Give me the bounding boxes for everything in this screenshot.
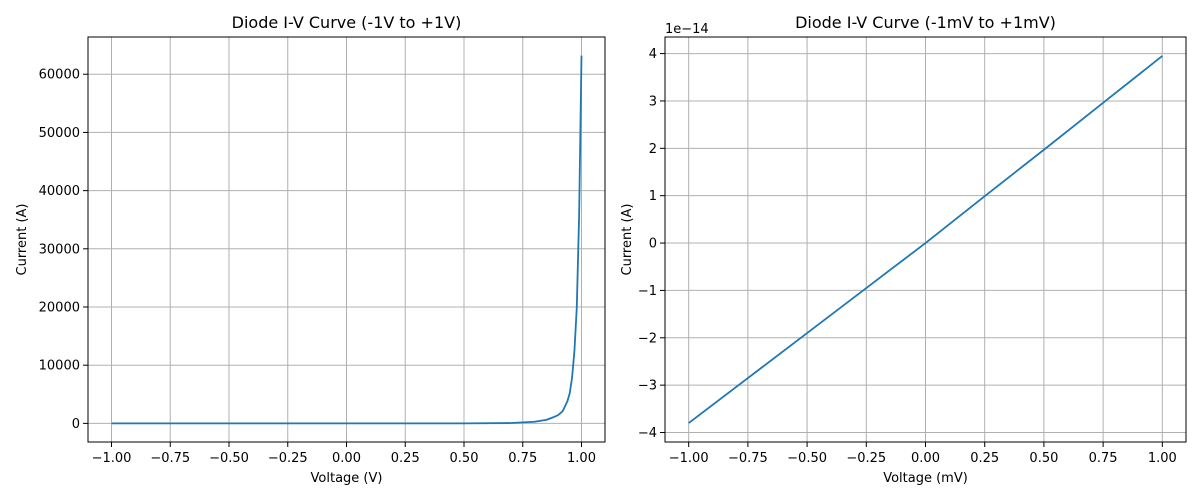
y-tick-label: 0	[72, 417, 80, 432]
x-tick-label: −0.75	[150, 451, 190, 466]
chart-title: Diode I-V Curve (-1V to +1V)	[232, 13, 462, 32]
chart-title: Diode I-V Curve (-1mV to +1mV)	[795, 13, 1056, 32]
x-tick-label: 0.50	[450, 451, 479, 466]
x-tick-label: 0.00	[911, 451, 940, 466]
y-tick-label: −3	[638, 379, 657, 394]
x-tick-label: 1.00	[567, 451, 596, 466]
chart-full-range: −1.00 −0.75 −0.50 −0.25 0.00 0.25 0.50 0.75 1.00…	[15, 13, 606, 486]
y-tick-label: −4	[638, 426, 657, 441]
y-tick-label: −2	[638, 331, 657, 346]
y-tick-label: 20000	[39, 301, 80, 316]
series-line	[111, 55, 583, 425]
x-axis-label: Voltage (mV)	[883, 471, 968, 486]
y-tick-label: 3	[649, 94, 657, 109]
x-tick-label: −0.25	[846, 451, 886, 466]
x-tick-label: 0.50	[1029, 451, 1058, 466]
y-tick-label: 50000	[39, 126, 80, 141]
x-tick-label: −0.25	[268, 451, 308, 466]
x-tick-label: 0.25	[391, 451, 420, 466]
y-tick-label: 0	[649, 237, 657, 252]
y-tick-label: 30000	[39, 242, 80, 257]
y-tick-label: 60000	[39, 68, 80, 83]
chart-millivolt-range: −1.00 −0.75 −0.50 −0.25 0.00 0.25 0.50 0.75 1.00…	[620, 13, 1187, 486]
x-tick-label: −1.00	[92, 451, 132, 466]
y-tick-label: −1	[638, 284, 657, 299]
x-tick-label: −0.50	[209, 451, 249, 466]
y-tick-label: 1	[649, 189, 657, 204]
x-tick-label: −0.75	[728, 451, 768, 466]
y-tick-label: 40000	[39, 184, 80, 199]
x-tick-label: 0.00	[332, 451, 361, 466]
x-tick-label: 0.25	[970, 451, 999, 466]
x-tick-label: −0.50	[787, 451, 827, 466]
x-tick-label: 0.75	[1089, 451, 1118, 466]
x-tick-label: 1.00	[1148, 451, 1177, 466]
y-tick-label: 2	[649, 142, 657, 157]
y-axis-label: Current (A)	[620, 204, 635, 276]
x-tick-label: −1.00	[669, 451, 709, 466]
y-tick-label: 10000	[39, 359, 80, 374]
y-tick-label: 4	[649, 47, 657, 62]
series-line	[688, 55, 1163, 424]
y-axis-label: Current (A)	[15, 204, 30, 276]
x-axis-label: Voltage (V)	[311, 471, 383, 486]
y-offset-label: 1e−14	[665, 22, 709, 37]
x-tick-label: 0.75	[508, 451, 537, 466]
